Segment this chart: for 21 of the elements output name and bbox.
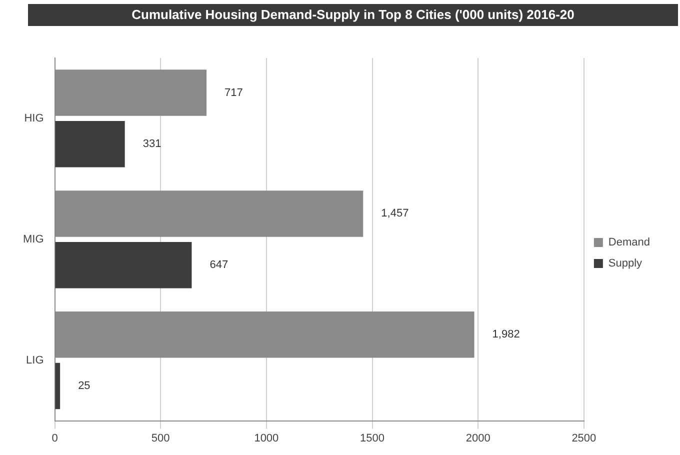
x-tick-label: 1500 [360,432,385,444]
data-label: 1,457 [381,208,409,220]
legend-label: Demand [608,236,650,249]
legend-label: Supply [608,258,643,270]
x-tick-label: 2000 [466,432,490,444]
data-label: 1,982 [492,328,520,341]
x-tick-label: 2500 [572,432,596,444]
y-tick-label: MIG [22,233,44,246]
data-label: 647 [210,259,228,272]
y-tick-label: LIG [26,354,44,366]
bar [55,362,60,410]
data-label: 717 [224,86,243,99]
x-tick-label: 1000 [254,432,279,444]
bar [55,121,125,168]
data-label: 331 [142,138,162,150]
bar [55,242,192,288]
y-tick-label: HIG [24,112,44,124]
x-tick-label: 0 [52,432,58,444]
x-tick-label: 500 [151,432,170,444]
data-label: 25 [78,380,90,392]
chart-title: Cumulative Housing Demand-Supply in Top 8 Cities ('000 units) 2016-20 [28,4,678,26]
